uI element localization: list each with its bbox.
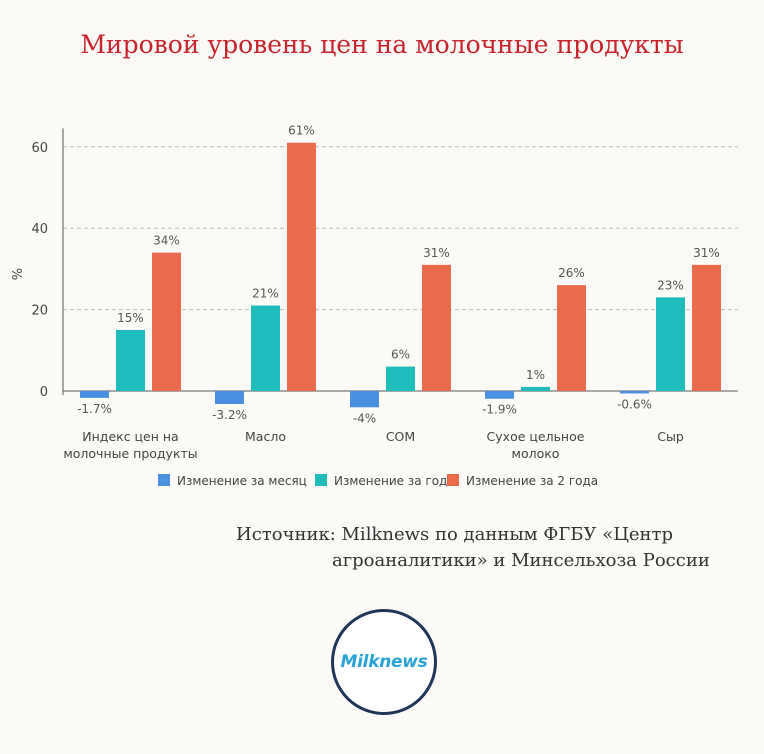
x-tick-label: Индекс цен на xyxy=(82,429,178,444)
bar xyxy=(287,142,316,391)
bar xyxy=(251,305,280,391)
y-axis-label: % xyxy=(11,268,26,280)
data-label: 21% xyxy=(252,287,279,301)
legend-swatch xyxy=(158,474,170,486)
bar-chart: 0 20 40 60% -1.7% 15% 34% Индекс цен на молочные… xyxy=(11,124,738,488)
source-line-1: Источник: Milknews по данным ФГБУ «Центр xyxy=(236,524,674,545)
bar xyxy=(620,391,649,394)
legend-label: Изменение за год xyxy=(334,474,447,488)
y-tick-label: 20 xyxy=(31,304,48,319)
x-tick-label: Масло xyxy=(245,429,286,444)
data-label: 34% xyxy=(153,234,180,248)
legend-label: Изменение за месяц xyxy=(177,474,307,488)
data-label: -0.6% xyxy=(617,397,652,411)
bar xyxy=(152,252,181,391)
x-tick-label: Сыр xyxy=(657,429,684,444)
bar xyxy=(422,264,451,391)
data-label: -3.2% xyxy=(212,408,247,422)
legend-swatch xyxy=(447,474,459,486)
data-label: -4% xyxy=(353,411,376,425)
data-label: 31% xyxy=(423,246,450,260)
bar xyxy=(485,391,514,399)
x-tick-label: СОМ xyxy=(386,429,415,444)
milknews-logo: Milknews xyxy=(331,609,437,715)
bar xyxy=(386,366,415,391)
data-label: -1.9% xyxy=(482,403,517,417)
bar xyxy=(692,264,721,391)
bar xyxy=(656,297,685,391)
legend-label: Изменение за 2 года xyxy=(466,474,598,488)
logo-text: Milknews xyxy=(340,652,428,672)
bar xyxy=(521,386,550,391)
data-label: 61% xyxy=(288,124,315,138)
data-label: 23% xyxy=(657,278,684,292)
x-tick-label: молоко xyxy=(512,446,560,461)
chart-title: Мировой уровень цен на молочные продукты xyxy=(80,30,684,59)
source-line-2: агроаналитики» и Минсельхоза России xyxy=(332,550,710,571)
data-label: -1.7% xyxy=(77,402,112,416)
y-tick-label: 40 xyxy=(31,222,48,237)
bar xyxy=(116,329,145,391)
bar xyxy=(557,285,586,391)
data-label: 1% xyxy=(526,368,545,382)
data-label: 26% xyxy=(558,266,585,280)
bar xyxy=(215,391,244,405)
bar xyxy=(80,391,109,398)
x-tick-label: Сухое цельное xyxy=(487,429,585,444)
y-tick-label: 0 xyxy=(40,385,48,400)
source-note: Источник: Milknews по данным ФГБУ «Центр… xyxy=(236,522,756,574)
data-label: 6% xyxy=(391,348,410,362)
x-tick-label: молочные продукты xyxy=(63,446,197,461)
data-label: 15% xyxy=(117,311,144,325)
y-tick-label: 60 xyxy=(31,141,48,156)
data-label: 31% xyxy=(693,246,720,260)
legend-swatch xyxy=(315,474,327,486)
bar xyxy=(350,391,379,408)
